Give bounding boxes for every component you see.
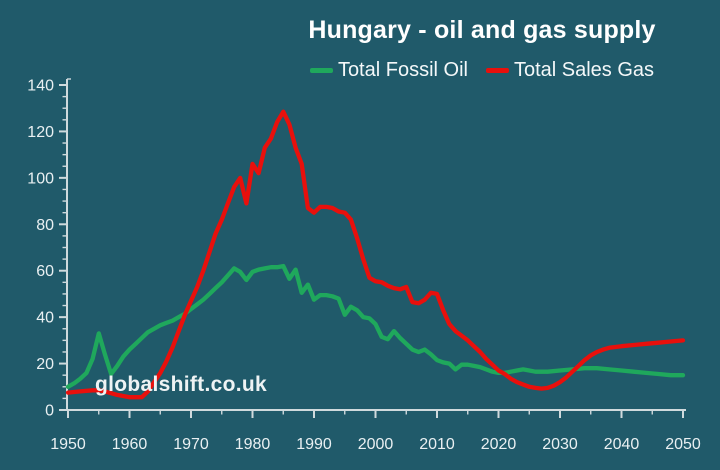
legend-entry-gas: Total Sales Gas: [485, 59, 655, 82]
x-tick-label: 2030: [542, 436, 578, 453]
watermark: globalshift.co.uk: [95, 373, 267, 396]
x-tick-label: 2040: [604, 436, 640, 453]
y-tick-label: 140: [27, 78, 54, 95]
y-tick-label: 0: [45, 403, 54, 420]
x-tick-label: 1960: [112, 436, 148, 453]
x-tick-label: 1980: [235, 436, 271, 453]
y-tick-label: 120: [27, 124, 54, 141]
series-line-oil: [65, 263, 686, 389]
y-tick-label: 100: [27, 170, 54, 187]
y-tick-label: 80: [36, 217, 54, 234]
legend: Total Fossil Oil Total Sales Gas: [268, 59, 696, 82]
legend-entry-oil: Total Fossil Oil: [309, 59, 468, 82]
y-tick-label: 60: [36, 263, 54, 280]
x-tick-label: 2020: [481, 436, 517, 453]
legend-swatch-oil-icon: [309, 68, 333, 73]
x-tick-label: 2010: [419, 436, 455, 453]
chart-title: Hungary - oil and gas supply: [308, 16, 656, 44]
x-tick-label: 2000: [358, 436, 394, 453]
x-tick-label: 2050: [665, 436, 701, 453]
chart-header: Hungary - oil and gas supply Total Fossi…: [268, 16, 696, 82]
legend-label-oil: Total Fossil Oil: [337, 59, 468, 81]
x-tick-label: 1990: [296, 436, 332, 453]
y-tick-label: 20: [36, 356, 54, 373]
series-line-gas: [65, 109, 686, 400]
x-tick-label: 1950: [50, 436, 86, 453]
legend-swatch-gas-icon: [485, 68, 509, 73]
y-tick-label: 40: [36, 310, 54, 327]
legend-label-gas: Total Sales Gas: [513, 59, 655, 81]
x-tick-label: 1970: [173, 436, 209, 453]
